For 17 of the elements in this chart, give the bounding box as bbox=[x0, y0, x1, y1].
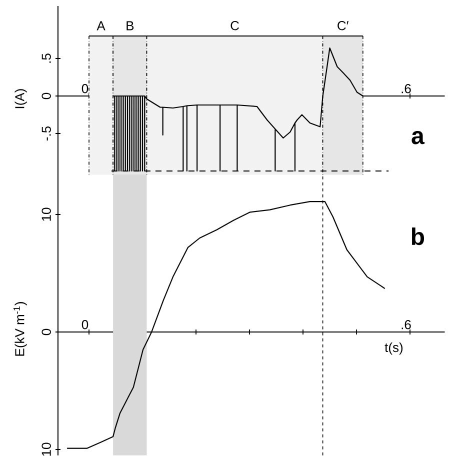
x-axis-title: t(s) bbox=[384, 342, 403, 355]
y-tick-label: .5 bbox=[42, 54, 51, 63]
y-tick-label: 0 bbox=[42, 92, 51, 100]
band-label: C′ bbox=[338, 21, 349, 30]
y-tick-label: 10 bbox=[42, 442, 51, 456]
y-axis-title: E(kV m$^{-1}$) bbox=[14, 302, 27, 356]
y-tick-label: 10 bbox=[42, 208, 51, 221]
y-tick-label: 0 bbox=[42, 328, 51, 336]
annotation: a bbox=[412, 131, 425, 144]
x-tick-label: .6 bbox=[402, 84, 411, 94]
y-axis-title: I(A) bbox=[14, 89, 27, 108]
band-label: C bbox=[230, 21, 239, 30]
x-tick-label: .6 bbox=[402, 320, 411, 330]
annotation: b bbox=[412, 228, 424, 246]
band-label: B bbox=[126, 21, 134, 30]
y-tick-label: -.5 bbox=[42, 126, 51, 141]
band-label: A bbox=[96, 21, 106, 30]
